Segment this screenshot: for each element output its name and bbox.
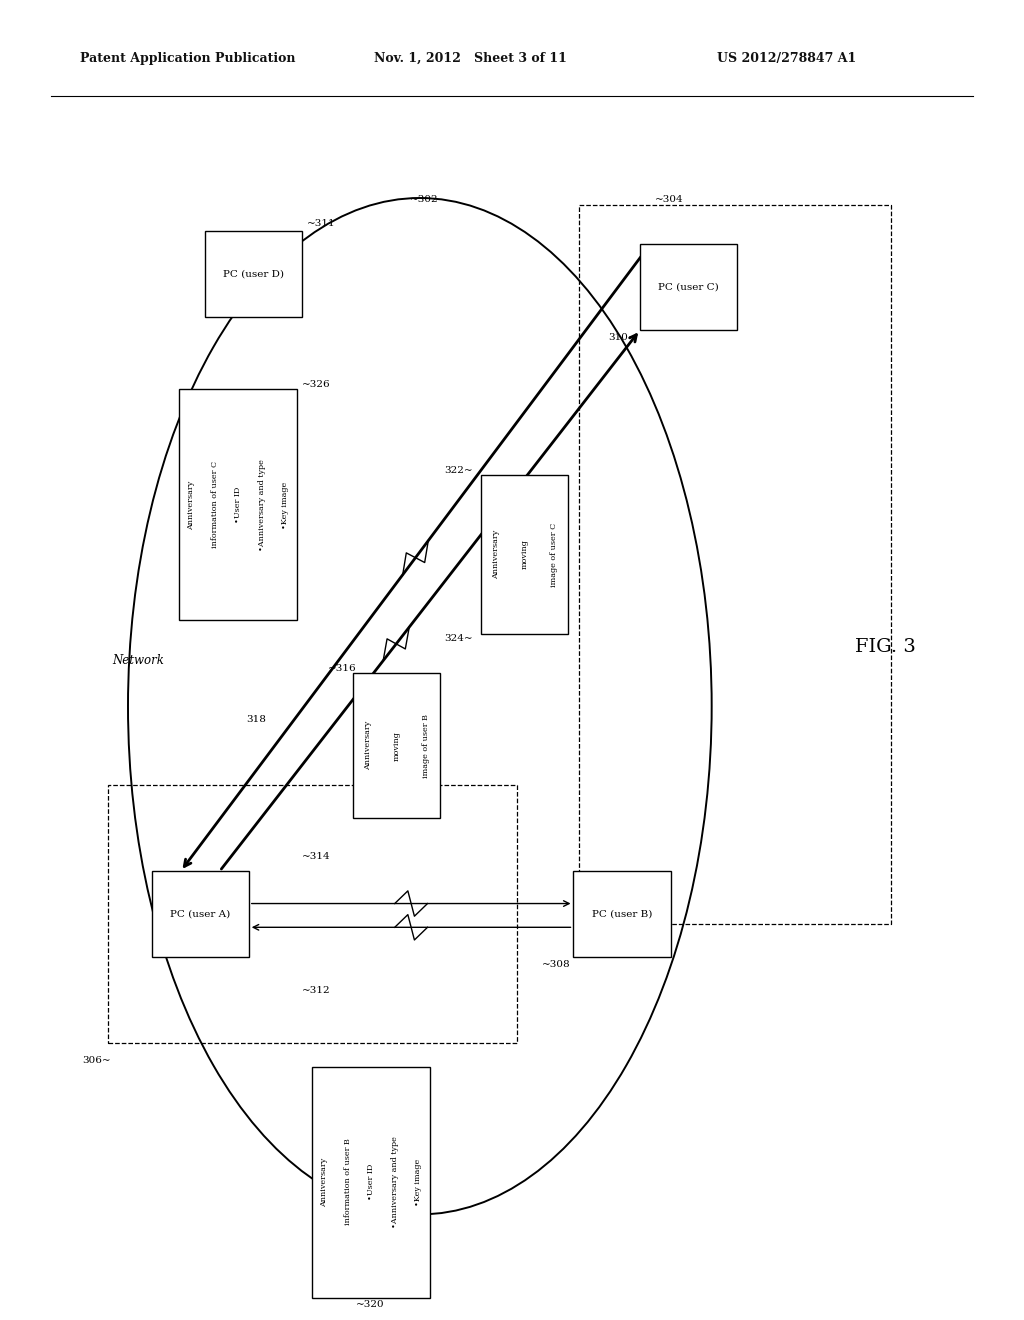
Text: PC (user B): PC (user B) (592, 909, 652, 919)
Text: ~316: ~316 (328, 664, 356, 673)
Text: PC (user D): PC (user D) (223, 269, 284, 279)
Text: ~311: ~311 (307, 219, 336, 228)
Text: information of user B: information of user B (344, 1139, 351, 1225)
Text: ~308: ~308 (542, 960, 570, 969)
Text: •Anniversary and type: •Anniversary and type (258, 459, 265, 550)
Text: ~302: ~302 (410, 195, 438, 205)
Text: ~320: ~320 (356, 1300, 385, 1309)
Text: 306~: 306~ (82, 1056, 111, 1065)
Text: PC (user C): PC (user C) (658, 282, 719, 292)
Text: •User ID: •User ID (234, 487, 242, 523)
Bar (312, 1067, 430, 1298)
Text: Anniversary: Anniversary (364, 721, 372, 771)
Bar (108, 785, 517, 1043)
Text: •Key image: •Key image (415, 1159, 422, 1205)
Bar (573, 871, 671, 957)
Bar (353, 673, 440, 818)
Text: moving: moving (393, 731, 400, 760)
Text: •Key image: •Key image (282, 482, 289, 528)
Text: ~314: ~314 (302, 851, 331, 861)
Text: ~304: ~304 (655, 195, 684, 205)
Bar (179, 389, 297, 620)
Bar (152, 871, 249, 957)
Text: PC (user A): PC (user A) (170, 909, 230, 919)
Text: Patent Application Publication: Patent Application Publication (80, 51, 295, 65)
Text: Anniversary: Anniversary (321, 1158, 328, 1206)
Text: •User ID: •User ID (368, 1164, 375, 1200)
Text: US 2012/278847 A1: US 2012/278847 A1 (717, 51, 856, 65)
Bar (481, 475, 568, 634)
Bar (640, 244, 737, 330)
Text: 322~: 322~ (444, 466, 473, 475)
Text: ~312: ~312 (302, 986, 331, 995)
Text: ~326: ~326 (302, 380, 331, 389)
Bar (579, 205, 891, 924)
Text: image of user B: image of user B (422, 714, 430, 777)
Text: 318: 318 (247, 715, 266, 723)
Text: image of user C: image of user C (550, 523, 558, 586)
Text: FIG. 3: FIG. 3 (855, 638, 916, 656)
Text: Network: Network (113, 653, 165, 667)
Text: information of user C: information of user C (211, 461, 218, 549)
Text: 310~: 310~ (608, 333, 637, 342)
Text: Nov. 1, 2012   Sheet 3 of 11: Nov. 1, 2012 Sheet 3 of 11 (374, 51, 566, 65)
Text: •Anniversary and type: •Anniversary and type (391, 1137, 398, 1228)
Text: 324~: 324~ (444, 634, 473, 643)
Text: Anniversary: Anniversary (187, 480, 195, 529)
Bar (205, 231, 302, 317)
Text: Anniversary: Anniversary (492, 529, 500, 579)
Text: moving: moving (521, 540, 528, 569)
